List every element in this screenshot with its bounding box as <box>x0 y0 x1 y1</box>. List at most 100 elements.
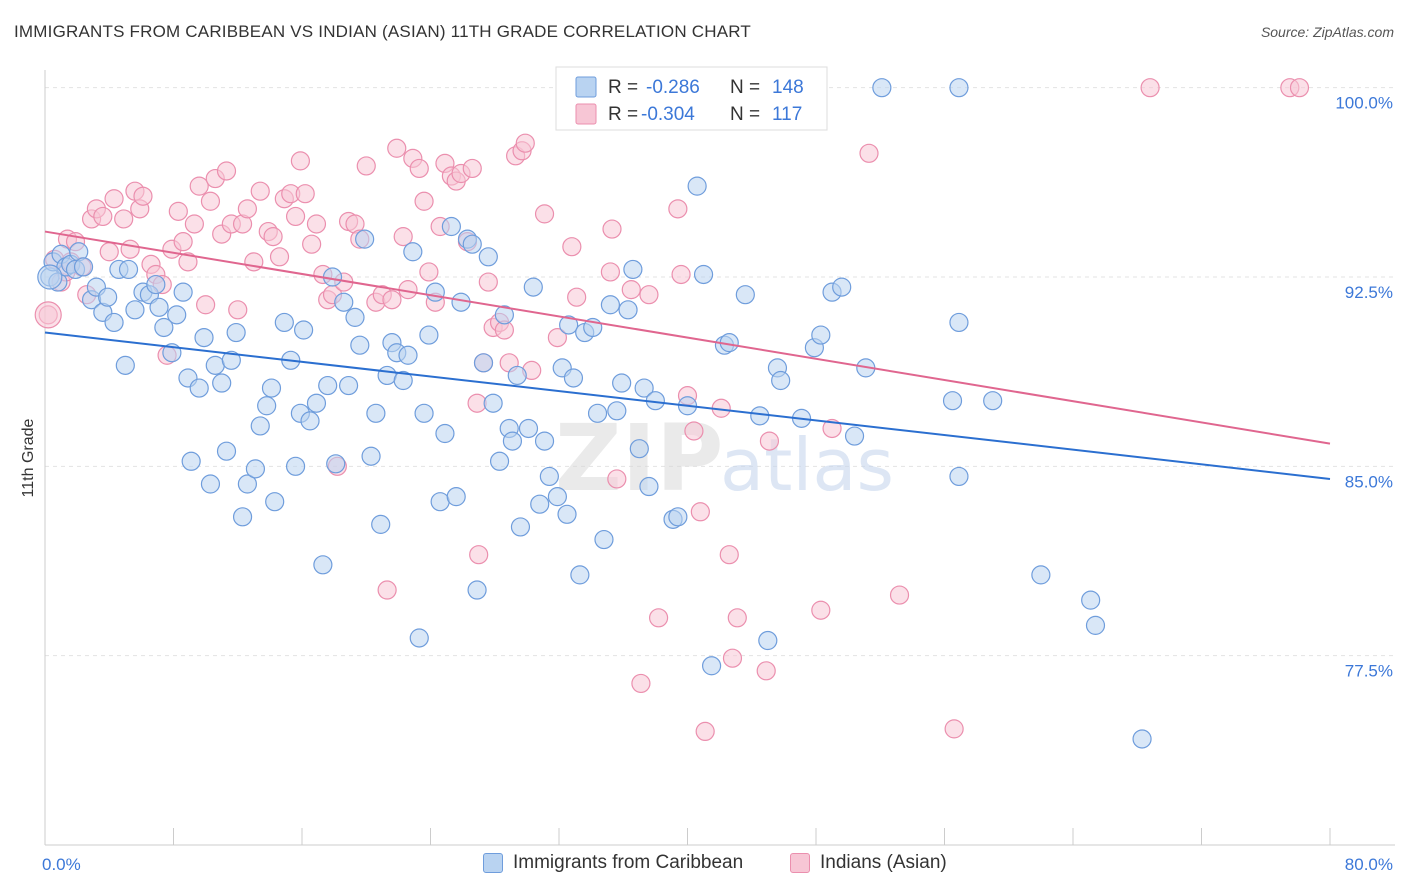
stats-r-value-caribbean: -0.286 <box>646 77 700 98</box>
point-indians <box>409 158 429 179</box>
watermark-zip: ZIP <box>555 405 723 512</box>
point-caribbean <box>181 451 201 471</box>
point-indians <box>216 161 237 181</box>
point-indians <box>356 156 376 176</box>
point-caribbean <box>557 504 577 524</box>
trend-lines <box>44 230 1331 480</box>
point-caribbean <box>361 446 381 466</box>
point-caribbean <box>473 353 494 373</box>
point-caribbean <box>98 287 118 307</box>
stats-r-value-indians: -0.304 <box>641 104 695 125</box>
x-tick-label-min: 0.0% <box>42 855 81 874</box>
point-indians <box>196 295 216 315</box>
point-caribbean <box>154 317 174 338</box>
point-indians <box>263 227 283 247</box>
point-caribbean <box>587 403 608 423</box>
y-tick-labels: 77.5% 85.0% 92.5% 100.0% <box>1335 94 1393 681</box>
point-indians <box>290 151 310 171</box>
point-indians <box>250 181 270 201</box>
point-indians <box>244 252 264 272</box>
y-tick-label: 100.0% <box>1335 94 1393 113</box>
legend-item-indians[interactable]: Indians (Asian) <box>790 852 947 874</box>
point-caribbean <box>502 431 523 451</box>
point-caribbean <box>326 454 346 474</box>
point-caribbean <box>758 630 778 651</box>
point-indians <box>462 158 482 179</box>
point-caribbean <box>489 451 510 471</box>
point-caribbean <box>37 264 63 290</box>
point-caribbean <box>530 494 550 514</box>
point-indians <box>695 721 715 742</box>
legend-item-caribbean[interactable]: Immigrants from Caribbean <box>483 852 743 874</box>
point-indians <box>306 214 327 234</box>
point-caribbean <box>750 406 770 426</box>
point-caribbean <box>226 322 246 343</box>
stats-legend-box <box>555 66 828 131</box>
point-indians <box>285 206 306 227</box>
point-caribbean <box>345 307 365 327</box>
point-indians <box>515 133 535 153</box>
stats-n-value-indians: 117 <box>772 104 802 125</box>
point-indians <box>93 206 113 227</box>
point-indians <box>469 545 489 565</box>
point-caribbean <box>398 345 418 365</box>
point-indians <box>269 247 290 267</box>
bottom-legend: Immigrants from Caribbean Indians (Asian… <box>0 852 1406 878</box>
point-caribbean <box>200 474 221 494</box>
stats-n-label-caribbean: N = <box>730 77 765 98</box>
point-caribbean <box>639 476 659 497</box>
point-indians <box>228 300 248 320</box>
point-indians <box>822 418 842 439</box>
point-indians <box>859 143 879 163</box>
point-indians <box>377 580 397 600</box>
point-caribbean <box>300 411 320 431</box>
point-indians <box>1140 78 1160 98</box>
point-indians <box>467 393 487 413</box>
chart-title: IMMIGRANTS FROM CARIBBEAN VS INDIAN (ASI… <box>14 22 751 41</box>
point-caribbean <box>510 517 531 537</box>
point-caribbean <box>594 529 614 550</box>
point-caribbean <box>115 355 135 375</box>
point-caribbean <box>371 514 391 534</box>
point-indians <box>120 239 140 259</box>
point-caribbean <box>146 274 166 295</box>
point-caribbean <box>221 350 241 370</box>
point-caribbean <box>216 441 237 461</box>
point-indians <box>648 608 669 628</box>
watermark: ZIP atlas <box>555 405 894 512</box>
series-caribbean-points <box>37 78 1152 749</box>
point-indians <box>684 421 704 441</box>
point-caribbean <box>441 216 461 237</box>
point-caribbean <box>118 259 139 280</box>
point-caribbean <box>250 416 270 436</box>
point-caribbean <box>629 439 649 459</box>
point-caribbean <box>612 373 632 393</box>
trend-line-indians <box>44 230 1331 445</box>
point-caribbean <box>425 282 445 302</box>
point-caribbean <box>547 487 567 507</box>
point-caribbean <box>949 466 969 487</box>
point-indians <box>811 600 831 620</box>
point-indians <box>668 199 688 219</box>
point-caribbean <box>478 247 498 267</box>
point-caribbean <box>811 325 831 345</box>
point-caribbean <box>318 375 338 396</box>
point-caribbean <box>942 391 963 411</box>
point-indians <box>889 585 910 605</box>
point-indians <box>759 431 780 451</box>
point-caribbean <box>949 78 969 98</box>
point-caribbean <box>607 401 627 421</box>
point-caribbean <box>366 403 386 423</box>
y-tick-label: 92.5% <box>1345 283 1393 302</box>
point-indians <box>534 204 555 224</box>
y-tick-label: 77.5% <box>1345 662 1393 681</box>
point-indians <box>178 252 198 272</box>
point-indians <box>237 199 257 219</box>
point-caribbean <box>237 474 257 494</box>
point-caribbean <box>245 459 266 479</box>
point-caribbean <box>949 312 969 333</box>
point-indians <box>562 237 582 257</box>
legend-label-caribbean: Immigrants from Caribbean <box>513 852 744 873</box>
source-label: Source: ZipAtlas.com <box>1260 24 1394 40</box>
